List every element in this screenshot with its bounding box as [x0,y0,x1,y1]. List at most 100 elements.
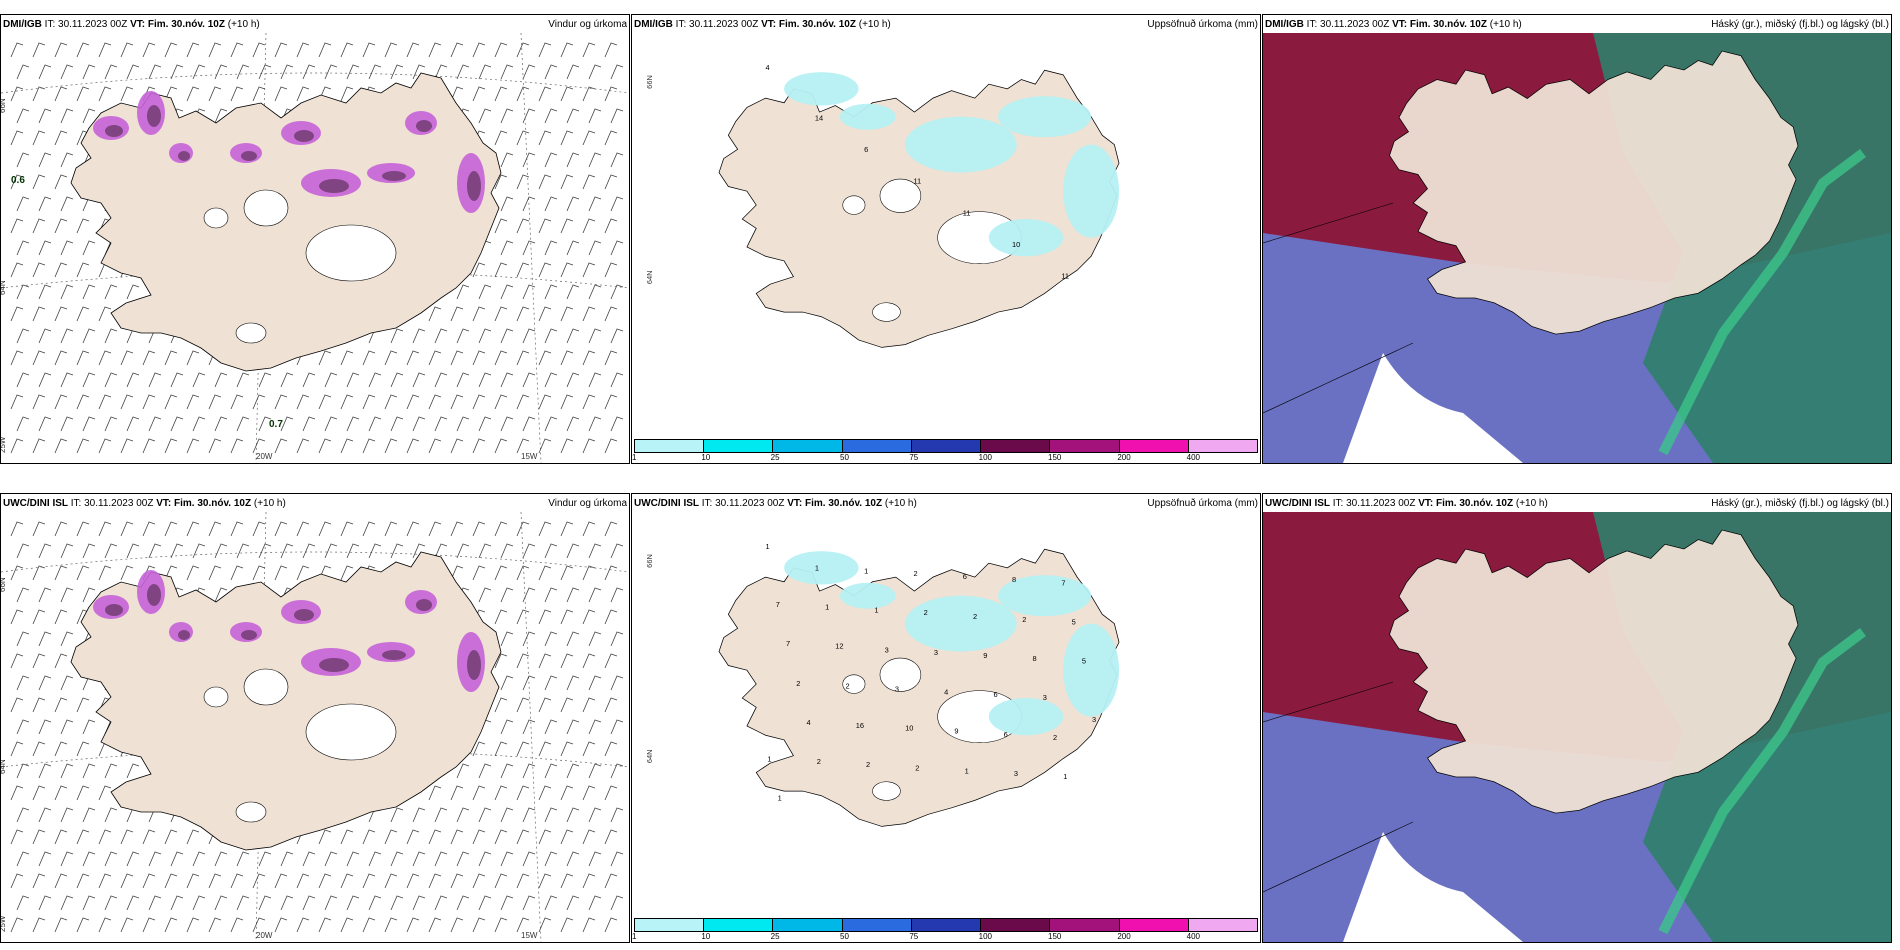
wind-barb [340,521,354,537]
wind-barb [126,895,140,911]
colorbar-swatch [1188,440,1257,452]
wind-barb [406,521,420,537]
precip-core [294,609,314,621]
colorbar-tick-label: 100 [978,453,993,462]
wind-barb [170,895,184,911]
wind-barb [54,829,68,845]
glacier-vatnajokull [305,703,397,761]
lat-line [1,551,629,573]
wind-barb [582,218,596,234]
accum-value: 3 [885,645,889,654]
wind-barb [610,108,624,124]
wind-barb [186,521,200,537]
wind-barb [252,86,266,102]
precip-core [319,658,349,672]
wind-barb [192,895,206,911]
wind-barb [296,917,310,933]
wind-barb [318,42,332,58]
wind-barb [38,284,52,300]
glacier-langjokull [243,189,289,227]
wind-barb [544,372,558,388]
wind-barb [16,543,30,559]
wind-barb [494,306,508,322]
wind-barb [60,64,74,80]
init-time: 30.11.2023 00Z [1320,19,1390,30]
axis-label: 25W [1,436,7,453]
wind-barb [148,64,162,80]
wind-barb [252,917,266,933]
wind-barb [478,763,492,779]
wind-barb [302,372,316,388]
colorbar-tick-label: 150 [1048,932,1062,941]
model-name: UWC/DINI ISL [1265,498,1330,509]
wind-barb [192,64,206,80]
axis-label: 64N [645,750,654,764]
wind-barb [142,42,156,58]
glacier-hofsjokull [203,207,229,229]
wind-barb [214,895,228,911]
wind-barb [16,372,30,388]
wind-barb [32,262,46,278]
wind-barb [164,521,178,537]
panel-title: Háský (gr.), miðský (fj.bl.) og lágský (… [1711,19,1889,30]
wind-barb [522,851,536,867]
lead-time: (+10 h) [253,498,286,509]
clear-area [1343,353,1523,463]
wind-barb [214,372,228,388]
init-time: 30.11.2023 00Z [689,19,759,30]
init-label: IT: [44,19,56,30]
wind-barb [560,130,574,146]
wind-barb [32,394,46,410]
wind-barb [610,895,624,911]
wind-barb [390,328,404,344]
wind-barb [406,42,420,58]
wind-barb [104,763,118,779]
wind-barb [362,829,376,845]
wind-barb [500,543,514,559]
wind-barb [522,675,536,691]
accum-value: 2 [866,760,870,769]
wind-barb [302,64,316,80]
wind-barb [82,108,96,124]
wind-barb [588,543,602,559]
wind-barb [60,719,74,735]
wind-barb [318,350,332,366]
wind-barb [214,108,228,124]
wind-barb [560,917,574,933]
accum-value: 6 [963,572,967,581]
wind-barb [428,917,442,933]
wind-barb [230,521,244,537]
wind-barb [478,807,492,823]
wind-barb [582,521,596,537]
wind-barb [76,394,90,410]
wind-barb [120,42,134,58]
wind-barb [340,350,354,366]
wind-barb [544,895,558,911]
wind-barb [538,697,552,713]
wind-barb [390,895,404,911]
wind-barb [274,565,288,581]
wind-barb [54,653,68,669]
glacier-hofsjokull [842,674,866,694]
wind-barb [236,416,250,432]
wind-barb [54,262,68,278]
wind-barb [98,829,112,845]
glacier-vatnajokull [305,224,397,282]
wind-barb [582,565,596,581]
wind-barb [560,262,574,278]
wind-barb [610,328,624,344]
wind-barb [340,565,354,581]
wind-barb [566,328,580,344]
wind-barb [604,917,618,933]
wind-barb [54,174,68,190]
wind-barb [38,719,52,735]
accum-value: 3 [1092,715,1096,724]
model-name: DMI/IGB [1265,19,1304,30]
wind-barb [384,829,398,845]
wind-barb [494,653,508,669]
precip-core [416,120,432,132]
wind-barb [368,64,382,80]
wind-barb [472,262,486,278]
wind-barb [82,372,96,388]
precip-core [178,630,190,640]
